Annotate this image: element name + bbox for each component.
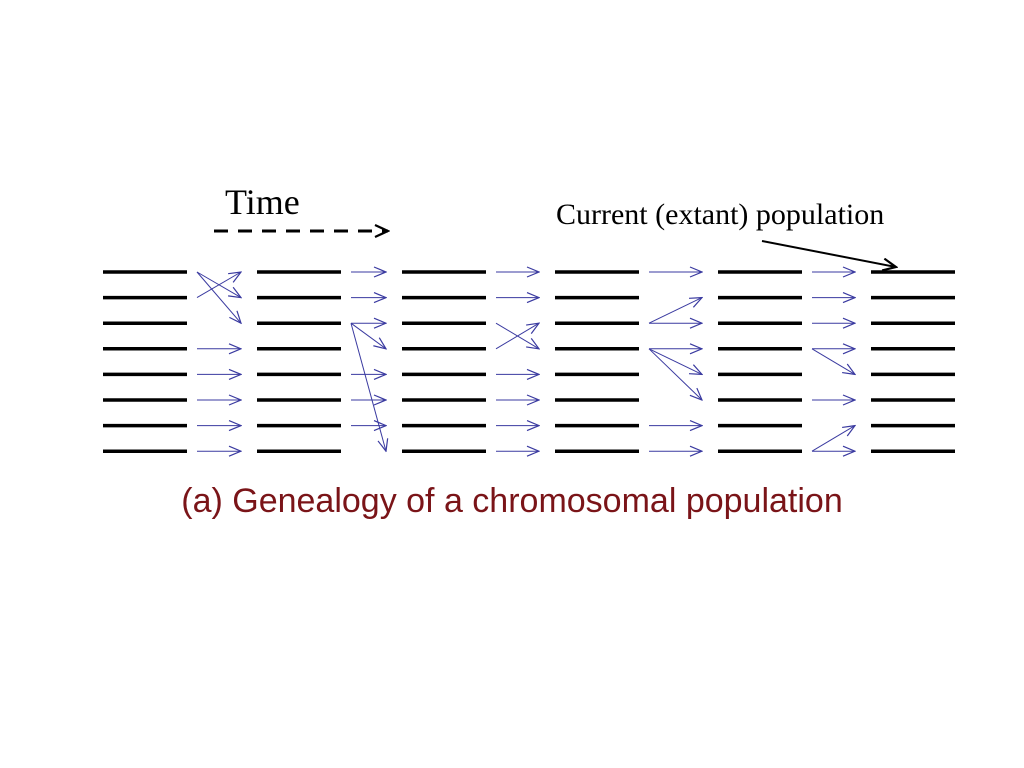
lineage-arrow <box>350 322 386 349</box>
caption: (a) Genealogy of a chromosomal populatio… <box>181 482 843 520</box>
lineage-arrow <box>495 322 539 349</box>
generation-1 <box>103 270 187 453</box>
generations <box>103 270 955 453</box>
transition-2 <box>350 272 386 451</box>
generation-5 <box>718 270 802 453</box>
lineage-arrow <box>350 323 386 451</box>
generation-6 <box>871 270 955 453</box>
lineage-arrow <box>196 271 241 323</box>
time-label: Time <box>225 182 300 222</box>
lineage-arrow <box>648 348 702 375</box>
current-population-label: Current (extant) population <box>556 198 884 231</box>
lineage-arrow <box>811 348 855 375</box>
lineage-arrow <box>811 426 855 452</box>
generation-2 <box>257 270 341 453</box>
transition-4 <box>648 272 702 451</box>
generation-4 <box>555 270 639 453</box>
lineage-arrows <box>196 271 855 452</box>
current-population-pointer <box>761 240 896 267</box>
transition-1 <box>196 271 241 451</box>
lineage-arrow <box>648 348 702 400</box>
transition-5 <box>811 272 855 452</box>
lineage-arrow <box>648 298 702 324</box>
lineage-arrow <box>196 271 241 298</box>
generation-3 <box>402 270 486 453</box>
transition-3 <box>495 272 539 451</box>
